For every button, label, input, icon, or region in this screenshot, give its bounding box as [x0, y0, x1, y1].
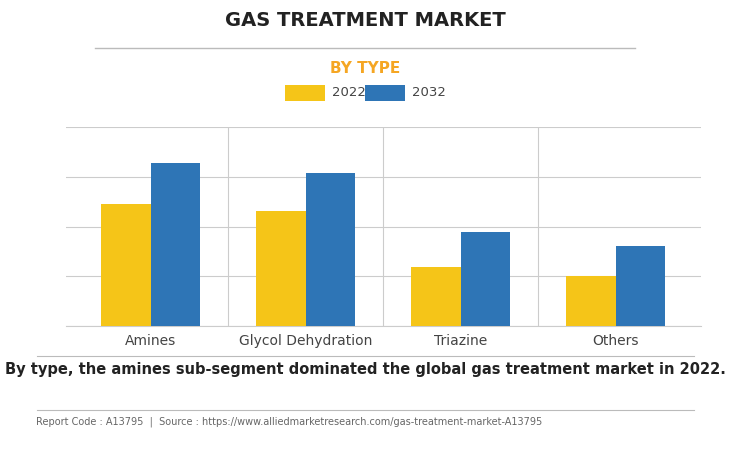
Bar [306, 173, 356, 326]
Bar [566, 276, 615, 326]
Text: By type, the amines sub-segment dominated the global gas treatment market in 202: By type, the amines sub-segment dominate… [4, 362, 726, 377]
Text: Report Code : A13795  |  Source : https://www.alliedmarketresearch.com/gas-treat: Report Code : A13795 | Source : https://… [36, 417, 542, 427]
Bar [151, 163, 201, 326]
Text: GAS TREATMENT MARKET: GAS TREATMENT MARKET [225, 11, 505, 30]
Bar [615, 246, 665, 326]
Text: 2022: 2022 [332, 87, 366, 99]
Text: 2032: 2032 [412, 87, 446, 99]
Bar [101, 204, 151, 326]
Bar [256, 211, 306, 326]
Bar [411, 267, 461, 326]
Bar [461, 232, 510, 326]
Text: BY TYPE: BY TYPE [330, 61, 400, 76]
